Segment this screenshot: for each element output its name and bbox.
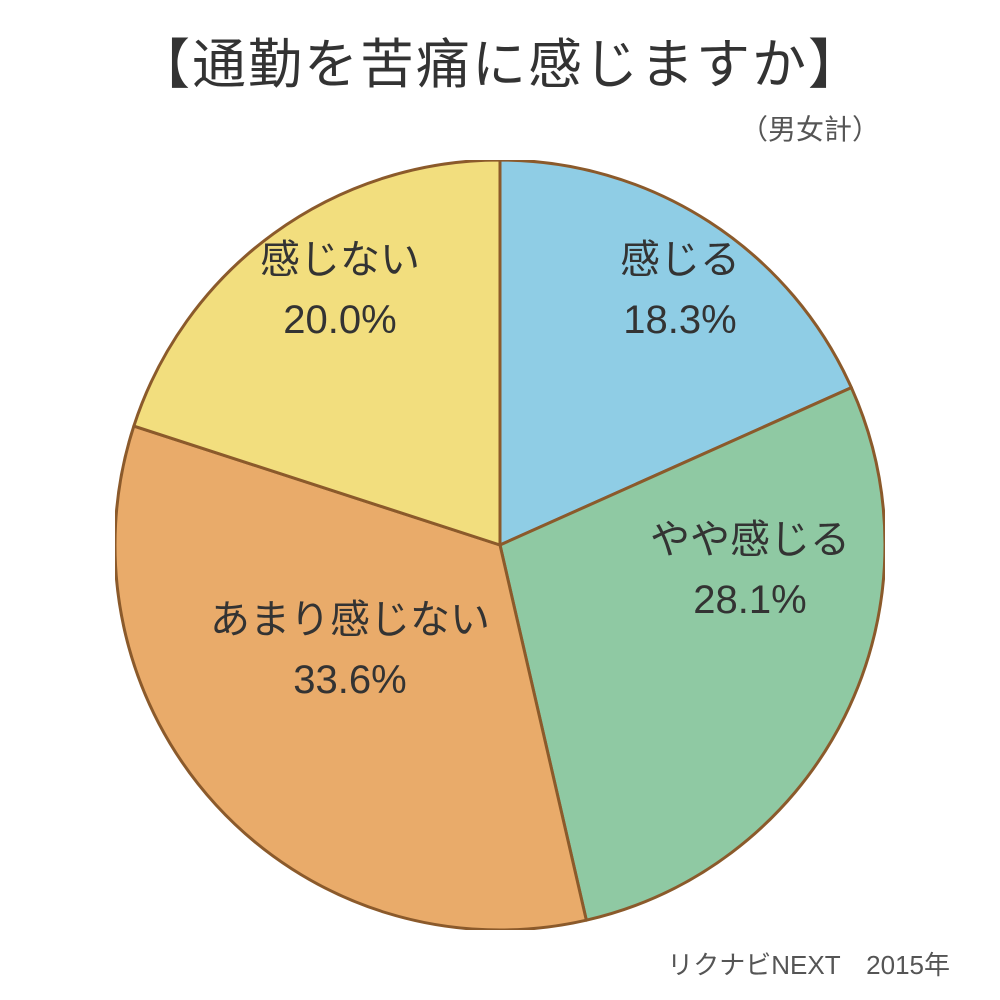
slice-label-text: やや感じる — [650, 510, 850, 570]
slice-label-text: 感じない — [260, 230, 420, 290]
slice-label-2: あまり感じない33.6% — [210, 590, 490, 710]
slice-label-0: 感じる18.3% — [620, 230, 740, 350]
chart-title: 【通勤を苦痛に感じますか】 — [0, 20, 1000, 99]
slice-label-3: 感じない20.0% — [260, 230, 420, 350]
chart-subtitle: （男女計） — [740, 108, 880, 148]
slice-label-percent: 20.0% — [260, 290, 420, 350]
slice-label-percent: 18.3% — [620, 290, 740, 350]
slice-label-text: 感じる — [620, 230, 740, 290]
slice-label-1: やや感じる28.1% — [650, 510, 850, 630]
slice-label-percent: 33.6% — [210, 650, 490, 710]
slice-label-text: あまり感じない — [210, 590, 490, 650]
slice-label-percent: 28.1% — [650, 570, 850, 630]
chart-source: リクナビNEXT 2015年 — [667, 945, 950, 982]
